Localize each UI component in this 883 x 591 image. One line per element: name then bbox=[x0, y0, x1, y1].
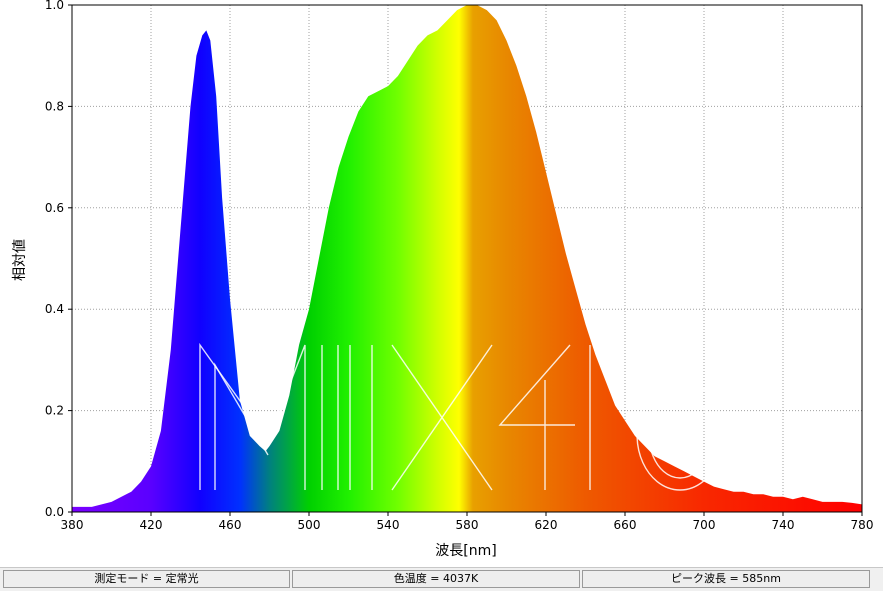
x-tick-label: 420 bbox=[140, 518, 163, 532]
watermark-stroke bbox=[214, 362, 269, 490]
watermark-stroke bbox=[321, 345, 339, 490]
watermark-stroke bbox=[349, 345, 373, 490]
watermark-stroke bbox=[199, 342, 306, 490]
y-tick-label: 0.2 bbox=[45, 404, 64, 418]
status-bar: 測定モード = 定常光 色温度 = 4037K ピーク波長 = 585nm bbox=[0, 567, 883, 591]
x-tick-label: 540 bbox=[377, 518, 400, 532]
status-peak-wavelength: ピーク波長 = 585nm bbox=[582, 570, 870, 588]
x-tick-label: 620 bbox=[535, 518, 558, 532]
x-tick-label: 580 bbox=[456, 518, 479, 532]
x-tick-label: 460 bbox=[219, 518, 242, 532]
x-tick-label: 740 bbox=[772, 518, 795, 532]
watermark-stroke bbox=[391, 344, 493, 491]
x-axis-ticks: 380 420 460 500 540 580 620 660 700 740 780 bbox=[61, 512, 874, 532]
y-tick-label: 0.8 bbox=[45, 99, 64, 113]
status-measure-mode: 測定モード = 定常光 bbox=[3, 570, 290, 588]
x-tick-label: 500 bbox=[298, 518, 321, 532]
x-axis-label: 波長[nm] bbox=[435, 543, 496, 559]
x-tick-label: 380 bbox=[61, 518, 84, 532]
y-axis-label: 相対値 bbox=[12, 239, 28, 281]
watermark-stroke bbox=[498, 344, 591, 490]
y-tick-label: 0.4 bbox=[45, 302, 64, 316]
status-color-temperature: 色温度 = 4037K bbox=[292, 570, 580, 588]
spectrum-chart: 380 420 460 500 540 580 620 660 700 740 780 0.0 0.2… bbox=[12, 0, 874, 559]
y-tick-label: 0.6 bbox=[45, 201, 64, 215]
spectrum-area bbox=[72, 5, 862, 512]
y-axis-ticks: 0.0 0.2 0.4 0.6 0.8 1.0 bbox=[45, 0, 72, 519]
y-tick-label: 0.0 bbox=[45, 505, 64, 519]
watermark-stroke bbox=[636, 379, 724, 491]
x-tick-label: 660 bbox=[614, 518, 637, 532]
x-tick-label: 700 bbox=[693, 518, 716, 532]
watermark-mii-x-40 bbox=[199, 342, 724, 491]
y-tick-label: 1.0 bbox=[45, 0, 64, 12]
x-tick-label: 780 bbox=[851, 518, 874, 532]
